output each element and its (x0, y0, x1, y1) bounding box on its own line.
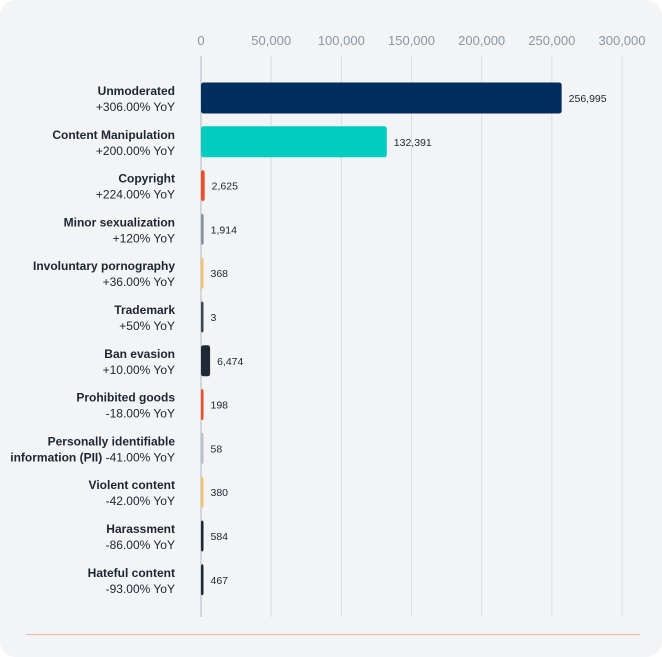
category-yoy-label: +10.00% YoY (103, 363, 175, 377)
x-tick-label: 150,000 (388, 33, 435, 48)
bar (201, 126, 387, 158)
category-label: Involuntary pornography (33, 259, 175, 273)
category-yoy-label: -86.00% YoY (106, 538, 175, 552)
category-label: Content Manipulation (52, 128, 175, 142)
category-yoy-label: +50% YoY (119, 319, 175, 333)
x-tick-label: 50,000 (251, 33, 291, 48)
category-label: Hateful content (88, 566, 175, 580)
category-label: Prohibited goods (76, 391, 175, 405)
bar (201, 301, 204, 333)
value-label: 6,474 (217, 356, 243, 368)
bar (201, 257, 204, 289)
category-yoy-label: -93.00% YoY (106, 582, 175, 596)
x-tick-label: 300,000 (599, 33, 646, 48)
category-label: Harassment (106, 522, 175, 536)
bar (201, 82, 562, 114)
category-label: Copyright (118, 172, 175, 186)
value-label: 1,914 (211, 224, 237, 236)
value-label: 132,391 (394, 137, 432, 149)
value-label: 256,995 (569, 93, 607, 105)
category-label: Violent content (89, 478, 175, 492)
category-yoy-label: +200.00% YoY (96, 144, 175, 158)
bar (201, 476, 204, 508)
bar (201, 564, 204, 596)
value-label: 368 (211, 268, 229, 280)
category-yoy-label: -42.00% YoY (106, 494, 175, 508)
value-label: 3 (211, 312, 217, 324)
category-yoy-label: +224.00% YoY (96, 188, 175, 202)
category-yoy-label: +306.00% YoY (96, 100, 175, 114)
bar (201, 389, 204, 421)
category-label: Personally identifiable (48, 434, 176, 448)
x-tick-label: 100,000 (318, 33, 365, 48)
bar (201, 520, 204, 552)
category-label: Minor sexualization (64, 215, 175, 229)
value-label: 584 (211, 531, 229, 543)
category-yoy-label: +120% YoY (113, 231, 175, 245)
x-tick-label: 250,000 (528, 33, 575, 48)
category-label: Trademark (114, 303, 175, 317)
category-label: Unmoderated (98, 84, 175, 98)
value-label: 58 (211, 443, 223, 455)
value-label: 380 (211, 487, 229, 499)
x-tick-label: 0 (197, 33, 204, 48)
bar (201, 432, 204, 464)
category-label-line2: information (PII) -41.00% YoY (10, 450, 175, 464)
category-label: Ban evasion (104, 347, 175, 361)
category-yoy-label: +36.00% YoY (103, 275, 175, 289)
value-label: 467 (211, 575, 229, 587)
value-label: 198 (211, 400, 229, 412)
bar (201, 345, 211, 377)
footer-divider (26, 634, 640, 635)
value-label: 2,625 (212, 181, 238, 193)
bar (201, 170, 205, 202)
category-yoy-label: -18.00% YoY (106, 407, 175, 421)
x-tick-label: 200,000 (458, 33, 505, 48)
bar (201, 213, 204, 245)
